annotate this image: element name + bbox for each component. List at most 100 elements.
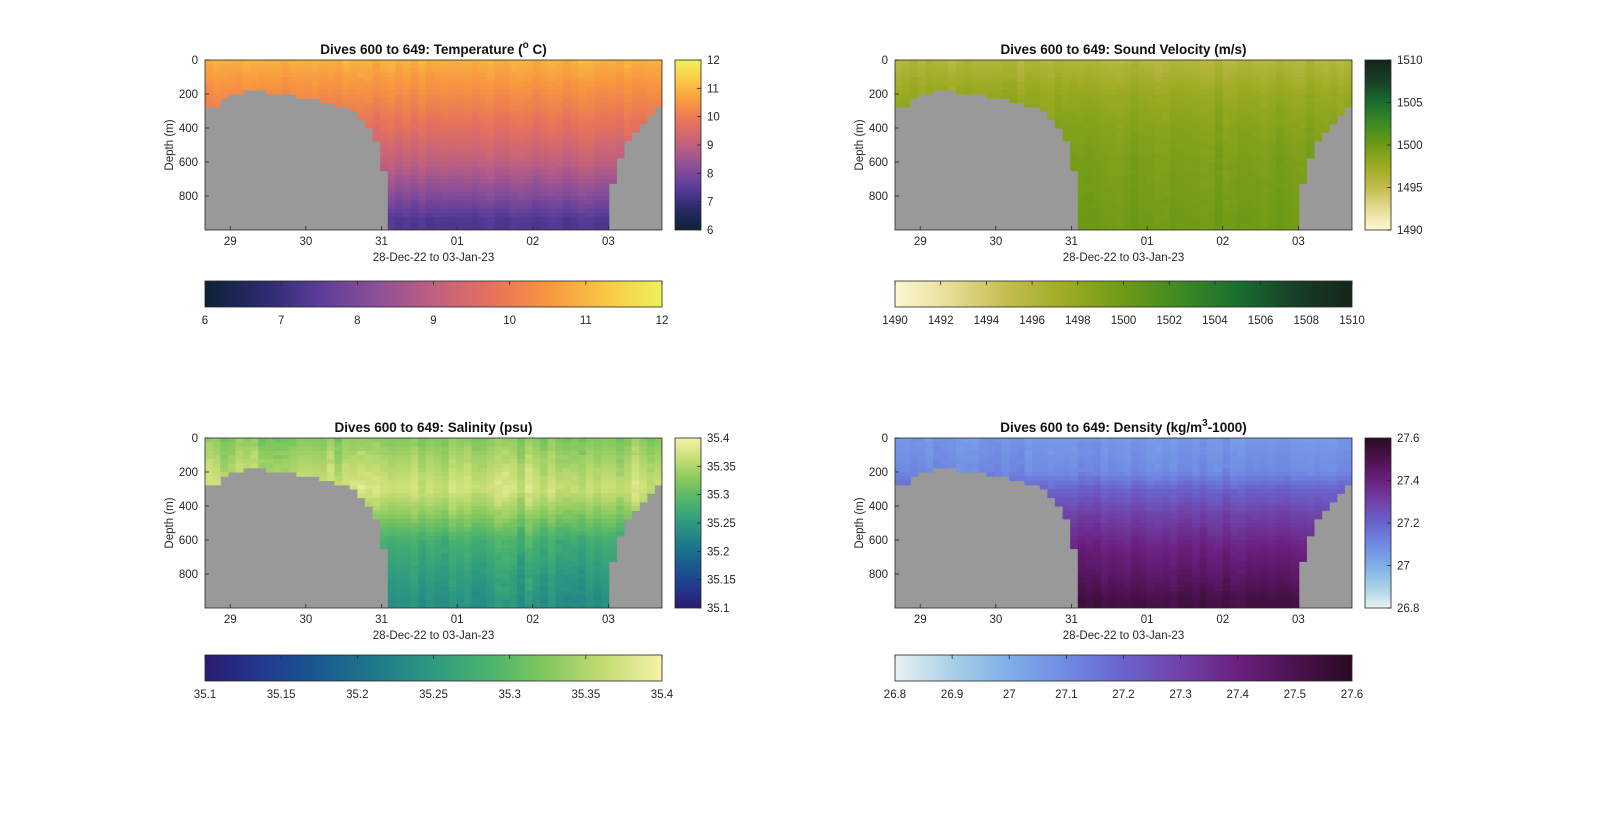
heatmap-cell xyxy=(1077,60,1087,65)
heatmap-cell xyxy=(463,446,473,452)
heatmap-cell xyxy=(509,140,518,146)
heatmap-cell xyxy=(1153,111,1163,116)
heatmap-cell xyxy=(925,446,934,452)
heatmap-cell xyxy=(955,72,965,78)
heatmap-cell xyxy=(933,459,942,465)
heatmap-cell xyxy=(555,115,564,121)
heatmap-cell xyxy=(403,574,412,579)
heatmap-cell xyxy=(524,484,534,490)
heatmap-cell xyxy=(319,94,328,99)
heatmap-cell xyxy=(425,578,435,584)
heatmap-cell xyxy=(502,162,511,167)
heatmap-cell xyxy=(1275,208,1285,214)
heatmap-cell xyxy=(319,72,328,78)
heatmap-cell xyxy=(410,552,419,558)
heatmap-cell xyxy=(585,111,595,116)
heatmap-cell xyxy=(403,557,412,562)
heatmap-cell xyxy=(654,94,662,99)
heatmap-cell xyxy=(1275,191,1285,197)
heatmap-cell xyxy=(509,506,518,511)
heatmap-cell xyxy=(917,68,927,74)
heatmap-cell xyxy=(418,204,427,210)
heatmap-cell xyxy=(1283,162,1292,167)
heatmap-cell xyxy=(585,561,595,567)
heatmap-cell xyxy=(578,552,587,558)
heatmap-cell xyxy=(593,157,602,163)
heatmap-cell xyxy=(403,446,412,452)
heatmap-cell xyxy=(1161,145,1170,150)
heatmap-cell xyxy=(1054,60,1064,65)
heatmap-cell xyxy=(479,200,488,206)
heatmap-cell xyxy=(502,187,511,193)
heatmap-cell xyxy=(1268,115,1277,121)
heatmap-cell xyxy=(517,552,526,558)
heatmap-cell xyxy=(555,506,564,511)
heatmap-cell xyxy=(425,174,435,180)
heatmap-cell xyxy=(1192,208,1201,214)
heatmap-cell xyxy=(547,72,556,78)
heatmap-cell xyxy=(971,81,980,87)
heatmap-cell xyxy=(1207,140,1216,146)
heatmap-cell xyxy=(463,574,473,579)
heatmap-cell xyxy=(593,489,602,494)
heatmap-cell xyxy=(933,450,942,456)
heatmap-cell xyxy=(403,565,412,571)
heatmap-cell xyxy=(1093,106,1102,112)
heatmap-cell xyxy=(917,463,927,469)
heatmap-cell xyxy=(555,170,564,176)
heatmap-cell xyxy=(509,225,518,230)
heatmap-cell xyxy=(902,446,911,452)
heatmap-cell xyxy=(654,467,662,473)
heatmap-cell xyxy=(395,81,404,87)
heatmap-cell xyxy=(342,85,351,91)
heatmap-cell xyxy=(456,446,465,452)
heatmap-cell xyxy=(1298,179,1307,184)
heatmap-cell xyxy=(578,501,587,507)
heatmap-cell xyxy=(357,111,366,116)
heatmap-cell xyxy=(502,574,511,579)
heatmap-cell xyxy=(540,81,549,87)
heatmap-cell xyxy=(524,565,534,571)
heatmap-cell xyxy=(902,442,911,448)
heatmap-cell xyxy=(555,603,564,608)
heatmap-cell xyxy=(265,68,275,74)
heatmap-cell xyxy=(585,157,595,163)
heatmap-cell xyxy=(403,506,412,511)
heatmap-cell xyxy=(532,94,541,99)
heatmap-cell xyxy=(524,450,534,456)
heatmap-cell xyxy=(425,446,435,452)
heatmap-cell xyxy=(1100,128,1109,133)
heatmap-cell xyxy=(281,446,290,452)
heatmap-cell xyxy=(448,459,457,465)
heatmap-cell xyxy=(1070,85,1079,91)
heatmap-cell xyxy=(448,540,457,545)
heatmap-cell xyxy=(410,136,419,142)
heatmap-cell xyxy=(925,467,934,473)
heatmap-cell xyxy=(1039,68,1048,74)
heatmap-cell xyxy=(1123,183,1132,189)
heatmap-cell xyxy=(1344,72,1352,78)
heatmap-cell xyxy=(585,552,595,558)
heatmap-cell xyxy=(1268,225,1277,230)
heatmap-cell xyxy=(524,442,534,448)
heatmap-cell xyxy=(1100,60,1109,65)
colorbar-tick-label: 6 xyxy=(707,225,713,237)
heatmap-cell xyxy=(639,81,648,87)
heatmap-cell xyxy=(570,221,579,227)
heatmap-cell xyxy=(1115,196,1125,201)
heatmap-cell xyxy=(963,89,972,95)
heatmap-cell xyxy=(585,489,595,494)
heatmap-cell xyxy=(410,170,419,176)
heatmap-cell xyxy=(1245,77,1254,82)
heatmap-cell xyxy=(509,111,518,116)
heatmap-cell xyxy=(479,123,488,129)
heatmap-cell xyxy=(1268,64,1277,70)
heatmap-cell xyxy=(1245,111,1254,116)
heatmap-cell xyxy=(578,510,587,516)
heatmap-cell xyxy=(1047,89,1056,95)
heatmap-cell xyxy=(296,442,305,448)
heatmap-cell xyxy=(1161,111,1170,116)
heatmap-cell xyxy=(1085,225,1094,230)
heatmap-cell xyxy=(1260,60,1269,65)
heatmap-cell xyxy=(1245,72,1254,78)
